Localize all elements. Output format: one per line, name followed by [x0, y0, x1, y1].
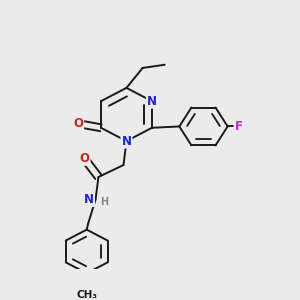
Text: N: N — [84, 193, 94, 206]
Text: O: O — [80, 152, 90, 165]
Text: O: O — [73, 117, 83, 130]
Text: N: N — [122, 135, 131, 148]
Text: N: N — [147, 95, 157, 108]
Text: F: F — [235, 120, 242, 133]
Text: CH₃: CH₃ — [76, 290, 97, 300]
Text: H: H — [100, 197, 108, 207]
